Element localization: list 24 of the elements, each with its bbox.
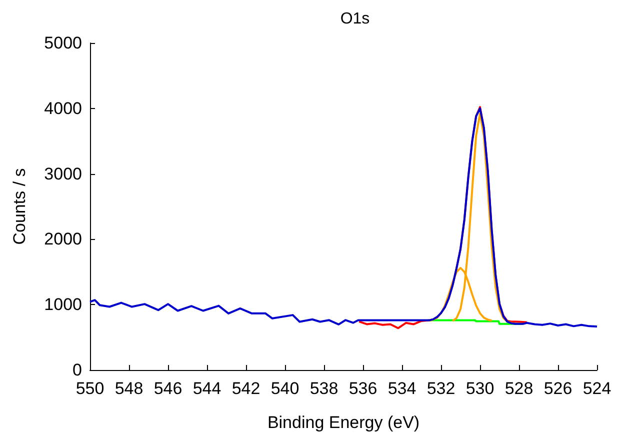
y-tick-label: 0 xyxy=(72,360,82,380)
x-tick-label: 542 xyxy=(232,379,260,398)
x-tick-label: 532 xyxy=(426,379,456,398)
y-tick-label: 1000 xyxy=(44,295,82,314)
x-tick-label: 544 xyxy=(192,379,222,398)
x-tick-label: 534 xyxy=(388,379,416,398)
x-tick-label: 536 xyxy=(348,379,378,398)
x-tick-label: 548 xyxy=(114,379,144,398)
x-tick-label: 528 xyxy=(504,379,534,398)
y-tick-label: 2000 xyxy=(44,230,82,249)
x-tick-label: 546 xyxy=(154,379,182,398)
x-axis-title: Binding Energy (eV) xyxy=(267,413,420,432)
x-tick-label: 524 xyxy=(582,379,612,398)
x-tick-label: 530 xyxy=(466,379,494,398)
y-axis-title: Counts / s xyxy=(10,168,29,245)
x-tick-label: 550 xyxy=(76,379,104,398)
y-tick-label: 4000 xyxy=(44,98,82,118)
y-tick-label: 5000 xyxy=(44,34,82,52)
chart-title: O1s xyxy=(340,10,370,28)
y-tick-label: 3000 xyxy=(44,164,82,184)
x-tick-label: 538 xyxy=(310,379,338,398)
x-tick-label: 526 xyxy=(544,379,572,398)
line-series xyxy=(89,107,598,328)
x-tick-label: 540 xyxy=(270,379,300,398)
